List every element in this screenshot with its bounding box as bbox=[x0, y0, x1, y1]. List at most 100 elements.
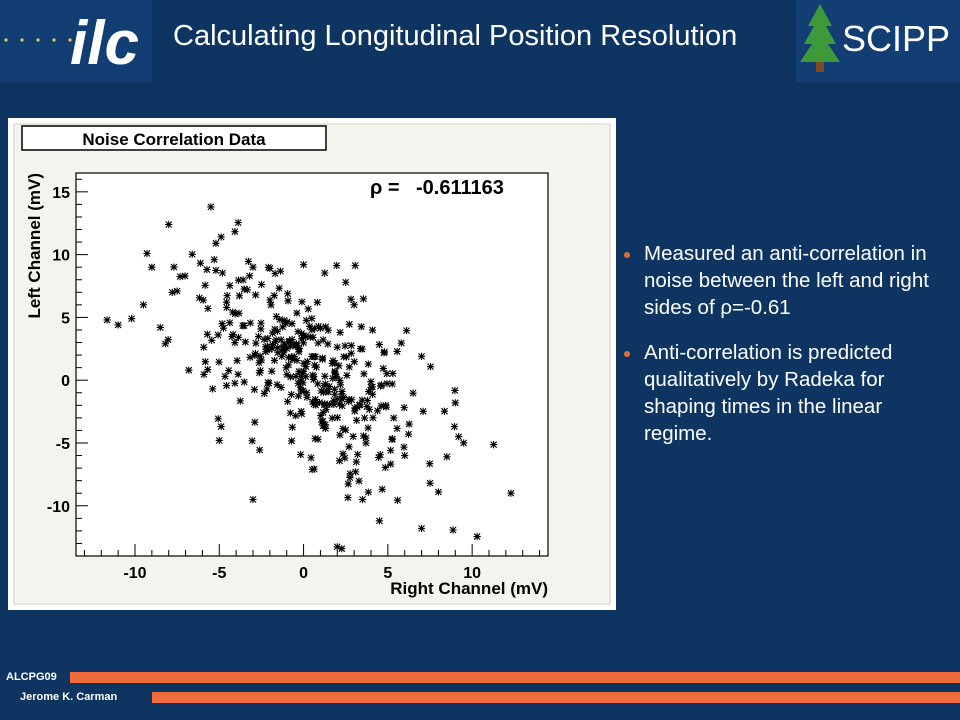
scatter-point bbox=[243, 286, 251, 294]
scatter-point bbox=[204, 365, 212, 374]
scatter-point bbox=[338, 387, 346, 396]
scatter-point bbox=[364, 424, 372, 432]
scatter-point bbox=[426, 479, 434, 487]
scatter-point bbox=[288, 423, 296, 431]
scatter-point bbox=[358, 495, 367, 504]
scatter-point bbox=[331, 367, 339, 375]
scatter-point bbox=[330, 400, 338, 409]
scatter-point bbox=[300, 359, 308, 367]
scatter-point bbox=[293, 309, 301, 317]
scatter-point bbox=[266, 264, 274, 273]
scatter-point bbox=[181, 272, 189, 280]
scatter-point bbox=[315, 398, 324, 407]
scatter-point bbox=[271, 338, 280, 346]
x-tick-label: -5 bbox=[212, 565, 226, 582]
scatter-point bbox=[168, 288, 176, 296]
scatter-point bbox=[376, 382, 385, 390]
slide-title: Calculating Longitudinal Position Resolu… bbox=[173, 20, 738, 52]
scatter-point bbox=[274, 349, 282, 357]
scatter-point bbox=[298, 335, 306, 343]
scatter-point bbox=[246, 353, 254, 361]
y-tick-label: 15 bbox=[52, 185, 70, 202]
scatter-point bbox=[404, 430, 413, 438]
scatter-point bbox=[334, 395, 342, 403]
scatter-point bbox=[223, 303, 231, 312]
scatter-point bbox=[297, 372, 305, 380]
footer-event: ALCPG09 bbox=[6, 671, 57, 683]
scatter-point bbox=[236, 397, 244, 405]
scatter-point bbox=[343, 371, 351, 380]
scatter-point bbox=[324, 340, 332, 348]
ilc-logo: ilc bbox=[0, 0, 152, 82]
scatter-point bbox=[173, 287, 181, 295]
scatter-point bbox=[368, 383, 377, 391]
scatter-point bbox=[330, 397, 338, 405]
scatter-point bbox=[218, 269, 227, 277]
scatter-point bbox=[339, 425, 347, 433]
scatter-point bbox=[342, 353, 350, 361]
scatter-point bbox=[335, 457, 344, 465]
scatter-point bbox=[393, 347, 401, 356]
scatter-point bbox=[285, 337, 294, 345]
scatter-point bbox=[234, 333, 243, 341]
scatter-point bbox=[208, 336, 216, 344]
scatter-point bbox=[260, 389, 268, 398]
scatter-point bbox=[451, 399, 459, 407]
scatter-point bbox=[449, 526, 457, 534]
scatter-point bbox=[143, 249, 151, 258]
scatter-point bbox=[221, 372, 229, 380]
scatter-point bbox=[342, 426, 350, 434]
scatter-point bbox=[311, 395, 319, 404]
scatter-point bbox=[203, 330, 211, 338]
scatter-point bbox=[295, 344, 303, 353]
scatter-point bbox=[229, 330, 237, 339]
scatter-point bbox=[266, 296, 274, 304]
scatter-point bbox=[347, 295, 355, 303]
bullet-item: Anti-correlation is predicted qualitativ… bbox=[622, 339, 952, 447]
scatter-point bbox=[307, 454, 315, 462]
bullet-text: Measured an anti-correlation in noise be… bbox=[644, 242, 929, 319]
scatter-point bbox=[156, 323, 164, 332]
scatter-point bbox=[288, 437, 296, 445]
scatter-point bbox=[255, 359, 263, 367]
scatter-point bbox=[283, 345, 291, 353]
x-tick-label: 10 bbox=[463, 565, 481, 582]
scatter-point bbox=[360, 370, 368, 378]
scatter-point bbox=[365, 405, 373, 414]
scatter-point bbox=[214, 331, 222, 339]
scatter-point bbox=[335, 362, 343, 370]
scatter-point bbox=[440, 407, 449, 415]
y-axis-label: Left Channel (mV) bbox=[25, 173, 44, 318]
scatter-point bbox=[363, 396, 372, 405]
scatter-point bbox=[426, 363, 435, 371]
ilc-logo-dots bbox=[4, 38, 72, 42]
scatter-point bbox=[402, 327, 411, 335]
scatter-point bbox=[234, 219, 242, 227]
scatter-point bbox=[321, 372, 329, 380]
scatter-point bbox=[103, 316, 111, 324]
scatter-point bbox=[254, 332, 263, 341]
y-tick-label: -5 bbox=[56, 436, 70, 453]
scatter-point bbox=[354, 450, 362, 458]
scatter-point bbox=[148, 263, 156, 271]
scatter-point bbox=[170, 263, 178, 271]
footer-author: Jerome K. Carman bbox=[20, 691, 118, 703]
scatter-point bbox=[244, 257, 253, 266]
scatter-point bbox=[215, 358, 223, 366]
scatter-point bbox=[195, 294, 204, 302]
footer-bar-top bbox=[70, 672, 960, 683]
scatter-point bbox=[207, 203, 215, 211]
scatter-point bbox=[284, 297, 292, 305]
scatter-point bbox=[293, 356, 301, 364]
plot-area bbox=[75, 172, 549, 557]
scatter-point bbox=[176, 273, 184, 281]
scatter-point bbox=[353, 416, 361, 424]
scatter-point bbox=[345, 443, 353, 451]
scatter-point bbox=[292, 372, 300, 380]
scatter-point bbox=[318, 354, 327, 362]
scatter-point bbox=[325, 400, 334, 408]
scatter-point bbox=[278, 352, 286, 360]
scatter-point bbox=[294, 328, 302, 336]
scatter-point bbox=[283, 371, 291, 379]
scatter-point bbox=[210, 256, 218, 264]
